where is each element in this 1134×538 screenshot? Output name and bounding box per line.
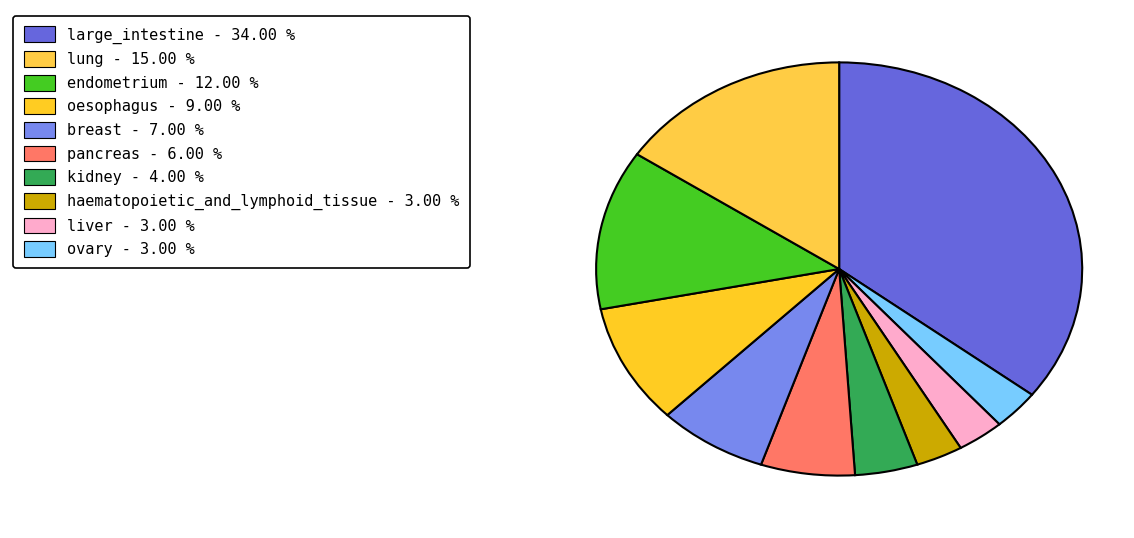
Wedge shape	[761, 269, 855, 476]
Legend: large_intestine - 34.00 %, lung - 15.00 %, endometrium - 12.00 %, oesophagus - 9: large_intestine - 34.00 %, lung - 15.00 …	[14, 16, 469, 268]
Wedge shape	[839, 269, 917, 475]
Wedge shape	[596, 154, 839, 309]
Wedge shape	[839, 269, 999, 448]
Wedge shape	[839, 62, 1082, 395]
Wedge shape	[601, 269, 839, 415]
Wedge shape	[637, 62, 839, 269]
Wedge shape	[667, 269, 839, 465]
Wedge shape	[839, 269, 1032, 424]
Wedge shape	[839, 269, 960, 465]
